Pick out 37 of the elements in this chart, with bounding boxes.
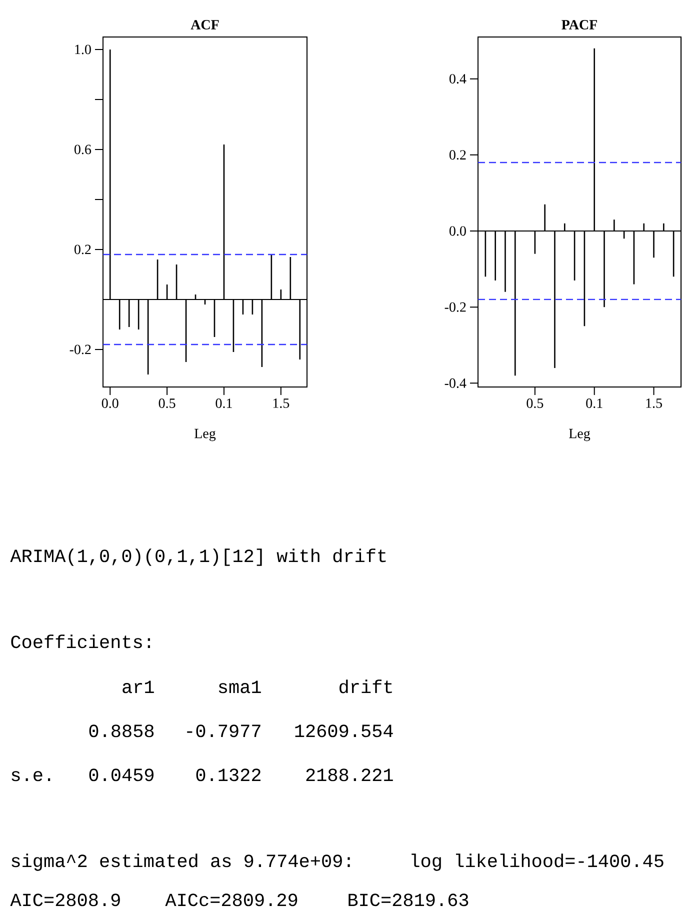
chart-title: PACF xyxy=(562,20,597,30)
y-tick-label: 0.6 xyxy=(74,144,92,154)
y-tick-label: 0.4 xyxy=(450,74,466,84)
x-axis-title: Leg xyxy=(194,428,216,442)
text: Coefficients: xyxy=(11,634,150,648)
text: AIC=2808.9 xyxy=(10,894,120,906)
x-tick-label: 1.5 xyxy=(273,398,290,408)
y-tick-label: 0.2 xyxy=(450,150,466,160)
text: 12609.554 xyxy=(295,724,393,738)
x-tick-label: 0.1 xyxy=(216,398,232,408)
x-tick-label: 0.5 xyxy=(158,398,176,408)
y-tick-label: 0.2 xyxy=(74,244,91,254)
text: 2188.221 xyxy=(306,768,393,782)
text: drift xyxy=(340,680,392,694)
text: sigma^2 estimated as 9.774e+09: xyxy=(12,854,350,871)
text: BIC=2819.63 xyxy=(348,894,468,906)
text: 0.8858 xyxy=(89,724,154,738)
y-tick-label: -0.4 xyxy=(444,378,466,388)
text: ar1 xyxy=(122,680,154,694)
text: -0.7977 xyxy=(187,724,260,738)
y-tick-label: 1.0 xyxy=(75,44,91,54)
text: 0.1322 xyxy=(196,768,260,782)
y-tick-label: -0.2 xyxy=(70,344,91,354)
text: 0.0459 xyxy=(89,768,154,782)
x-tick-label: 0.0 xyxy=(102,398,118,408)
x-tick-label: 0.1 xyxy=(586,398,602,408)
text: AICc=2809.29 xyxy=(165,894,298,906)
y-tick-label: -0.2 xyxy=(444,302,466,312)
text: s.e. xyxy=(12,771,50,782)
text: log likelihood=-1400.45 xyxy=(412,854,664,871)
x-tick-label: 1.5 xyxy=(646,398,662,408)
chart-title: ACF xyxy=(190,20,219,30)
x-axis-title: Leg xyxy=(569,428,590,442)
x-tick-label: 0.5 xyxy=(526,398,544,408)
y-tick-label: 0.0 xyxy=(450,226,466,236)
text: sma1 xyxy=(218,680,261,694)
text: ARIMA(1,0,0)(0,1,1)[12] with drift xyxy=(10,548,386,566)
